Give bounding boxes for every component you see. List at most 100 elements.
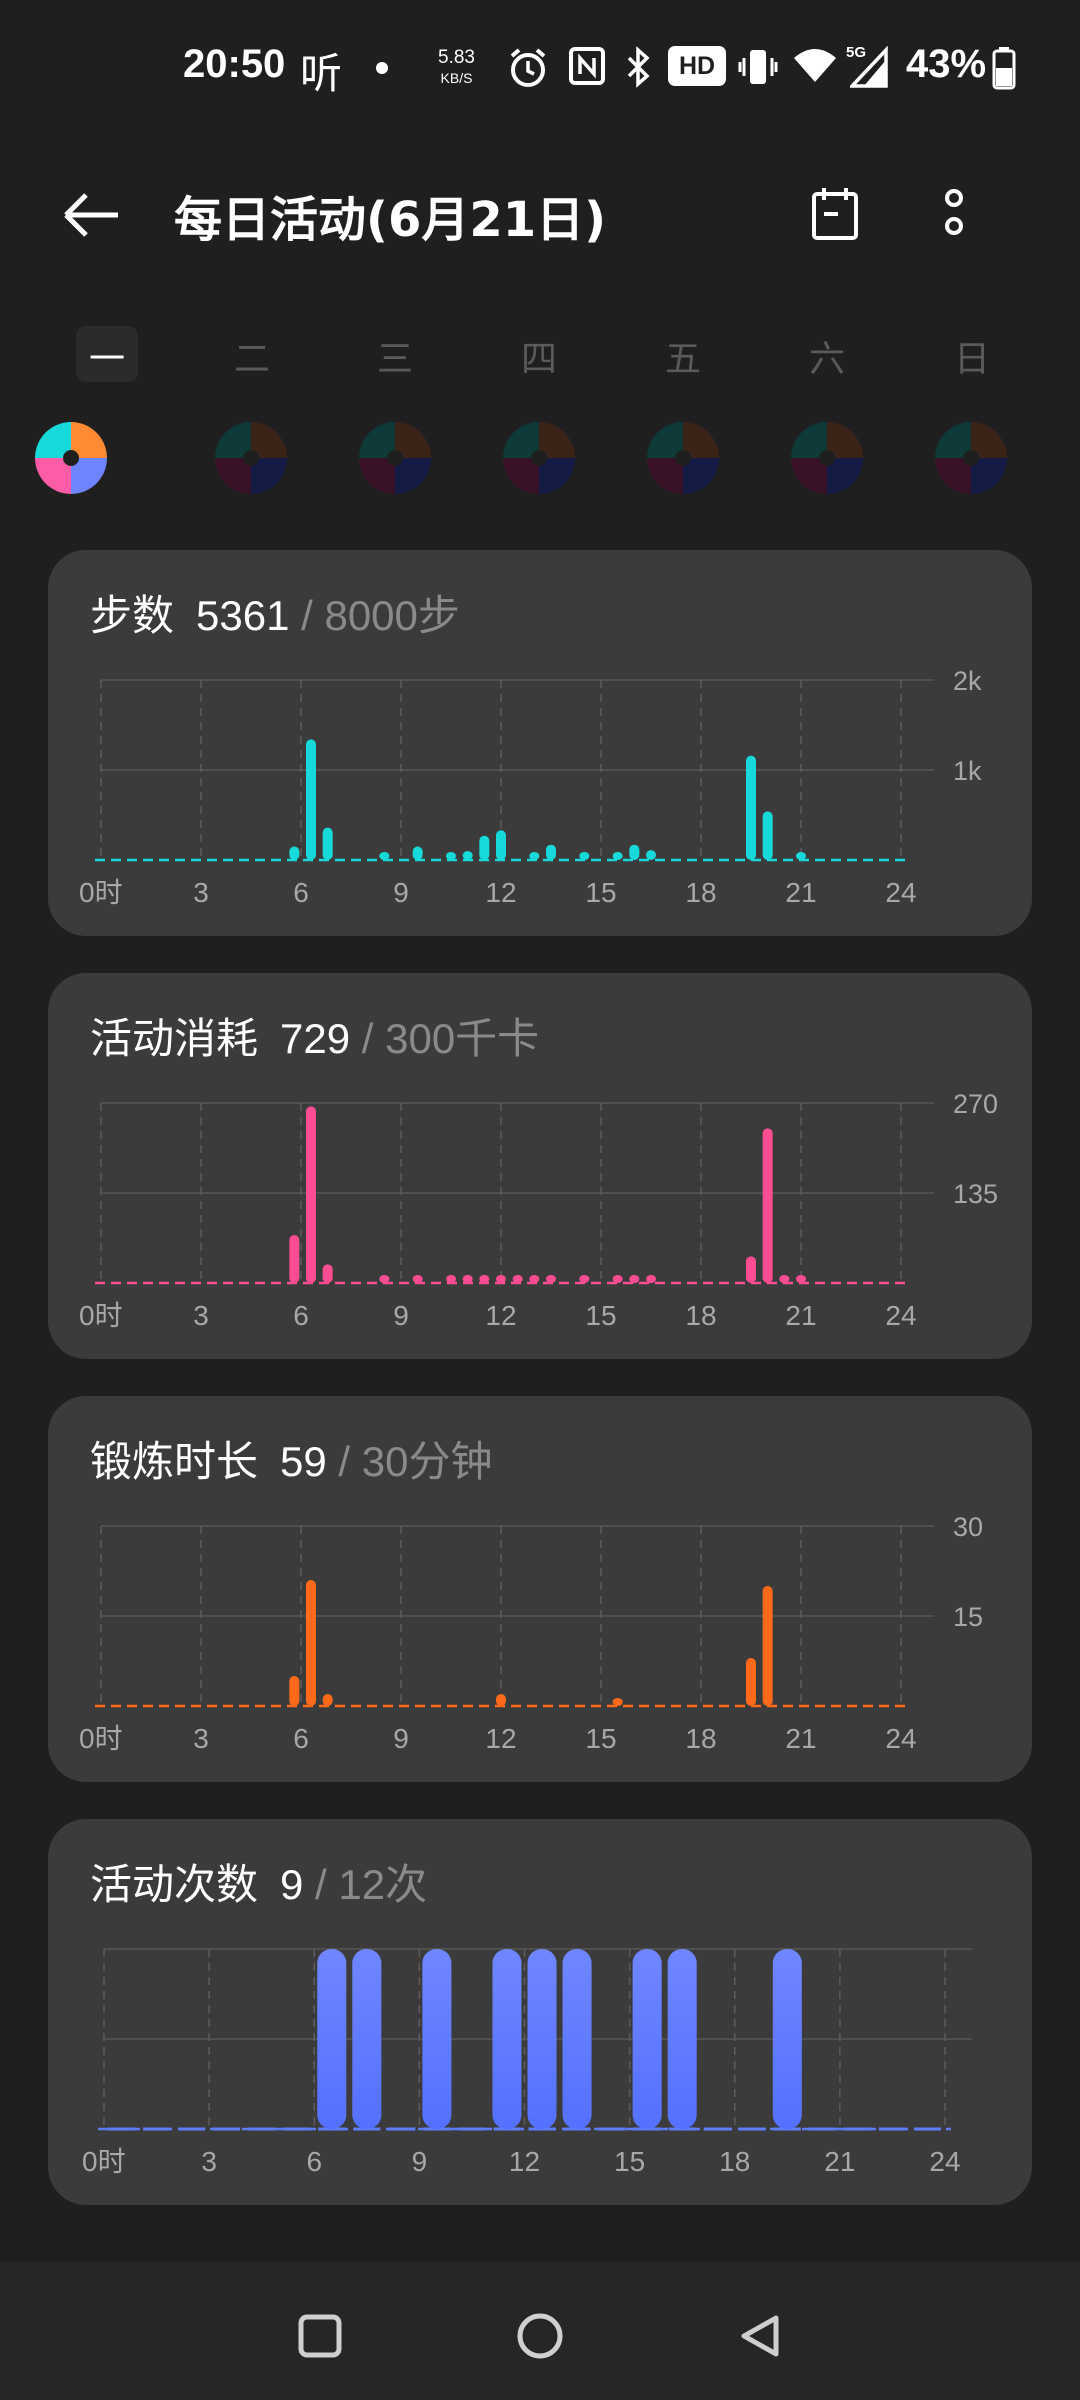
x-tick-label: 3	[193, 1723, 209, 1754]
x-tick-label: 21	[785, 1300, 816, 1331]
activity-bar	[527, 1949, 557, 2129]
back-arrow-icon[interactable]	[62, 190, 122, 240]
status-time: 20:50	[183, 42, 286, 86]
day-ring[interactable]	[647, 422, 719, 494]
data-bar	[512, 1275, 523, 1283]
y-tick-label: 135	[953, 1179, 998, 1209]
x-tick-label: 18	[685, 1723, 716, 1754]
exercise-goal: / 30分钟	[326, 1438, 493, 1485]
wifi-icon	[794, 49, 836, 82]
x-tick-label: 18	[719, 2146, 750, 2177]
data-bar	[496, 1694, 506, 1706]
day-ring-selected[interactable]	[35, 422, 107, 494]
day-ring[interactable]	[791, 422, 863, 494]
day-tab-wed[interactable]: 三	[376, 339, 413, 380]
battery-percent: 43%	[906, 42, 987, 86]
activity-bar	[422, 1949, 452, 2129]
battery-icon	[992, 47, 1016, 90]
ring-center	[675, 450, 691, 466]
x-tick-label: 15	[585, 1300, 616, 1331]
data-bar	[289, 1676, 300, 1706]
data-bar	[646, 1275, 656, 1283]
ring-quadrant	[971, 458, 1007, 494]
ring-center	[63, 450, 79, 466]
ring-quadrant	[395, 458, 431, 494]
x-tick-label: 24	[929, 2146, 960, 2177]
data-bar	[496, 830, 506, 860]
x-tick-label: 9	[412, 2146, 428, 2177]
x-tick-label: 0时	[79, 877, 123, 908]
day-ring[interactable]	[503, 422, 575, 494]
x-tick-label: 9	[393, 1723, 409, 1754]
data-bar	[746, 1256, 756, 1283]
x-tick-label: 21	[785, 1723, 816, 1754]
day-tab-sat[interactable]: 六	[808, 339, 845, 380]
x-tick-label: 9	[393, 877, 409, 908]
day-ring[interactable]	[935, 422, 1007, 494]
day-tab-tue[interactable]: 二	[233, 339, 270, 380]
x-tick-label: 0时	[79, 1300, 123, 1331]
activity-count-chart: 0时 3 6 9 12 15 18 21 24	[82, 1948, 972, 2177]
net-speed: 5.83 KB/S	[438, 48, 475, 88]
steps-goal: / 8000步	[289, 592, 460, 639]
calories-value: 729	[280, 1015, 351, 1062]
ring-center	[387, 450, 403, 466]
data-bar	[306, 739, 316, 860]
steps-label: 步数	[90, 591, 175, 640]
data-bar	[306, 1106, 316, 1283]
day-tab-sun[interactable]: 日	[953, 339, 990, 380]
exercise-label: 锻炼时长	[90, 1437, 259, 1486]
exercise-card[interactable]: 30 15 0时 3 6 9 12 15 18 21 24 锻炼时长 59 / 30分钟	[48, 1396, 1032, 1782]
signal-icon	[850, 46, 888, 88]
recent-apps-icon[interactable]	[290, 2306, 350, 2366]
x-tick-label: 3	[193, 1300, 209, 1331]
activity-bar	[492, 1949, 522, 2129]
activity-count-label: 活动次数	[90, 1860, 259, 1909]
back-nav-icon[interactable]	[730, 2306, 790, 2366]
data-bar	[446, 1275, 456, 1283]
data-bar	[379, 852, 390, 860]
data-bar	[762, 1128, 773, 1283]
net-speed-value: 5.83	[438, 47, 475, 68]
y-tick-label: 270	[953, 1089, 998, 1119]
data-bar	[579, 1275, 590, 1283]
data-bar	[446, 852, 456, 860]
day-tab-thu[interactable]: 四	[520, 339, 557, 380]
day-tab-mon[interactable]: 一	[88, 339, 125, 380]
calories-goal: / 300千卡	[350, 1015, 540, 1062]
calendar-icon[interactable]	[810, 186, 860, 242]
activity-bar	[667, 1949, 697, 2129]
day-ring[interactable]	[359, 422, 431, 494]
ring-center	[819, 450, 835, 466]
x-tick-label: 6	[293, 877, 309, 908]
vibrate-icon	[738, 50, 778, 84]
x-tick-label: 18	[685, 1300, 716, 1331]
day-ring[interactable]	[215, 422, 287, 494]
ring-quadrant	[251, 458, 287, 494]
y-tick-label: 30	[953, 1512, 983, 1542]
day-tab-fri[interactable]: 五	[664, 339, 701, 380]
activity-count-card[interactable]: 0时 3 6 9 12 15 18 21 24 活动次数 9 / 12次	[48, 1819, 1032, 2205]
x-tick-label: 6	[306, 2146, 322, 2177]
data-bar	[322, 1694, 333, 1706]
data-bar	[462, 1275, 473, 1283]
home-icon[interactable]	[510, 2306, 570, 2366]
ring-quadrant	[683, 458, 719, 494]
data-bar	[612, 851, 623, 860]
steps-title: 步数 5361 / 8000步	[90, 582, 460, 643]
page-title: 每日活动(6月21日)	[174, 192, 607, 248]
calories-card[interactable]: 270 135 0时 3 6 9 12 15 18 21 24 活动消耗 729 / 300千卡	[48, 973, 1032, 1359]
nfc-icon	[569, 47, 605, 85]
net-speed-unit: KB/S	[440, 70, 473, 86]
data-bar	[289, 846, 300, 860]
x-tick-label: 12	[485, 1723, 516, 1754]
more-options-icon[interactable]	[940, 184, 968, 244]
exercise-value: 59	[280, 1438, 327, 1485]
data-bar	[612, 1698, 623, 1706]
steps-value: 5361	[196, 592, 290, 639]
data-bar	[306, 1580, 316, 1706]
data-bar	[529, 852, 540, 860]
steps-card[interactable]: 2k 1k 0时 3 6 9 12 15 18 21 24 步数 5361 / 8000步	[48, 550, 1032, 936]
hd-icon: HD	[668, 46, 726, 86]
x-tick-label: 15	[614, 2146, 645, 2177]
